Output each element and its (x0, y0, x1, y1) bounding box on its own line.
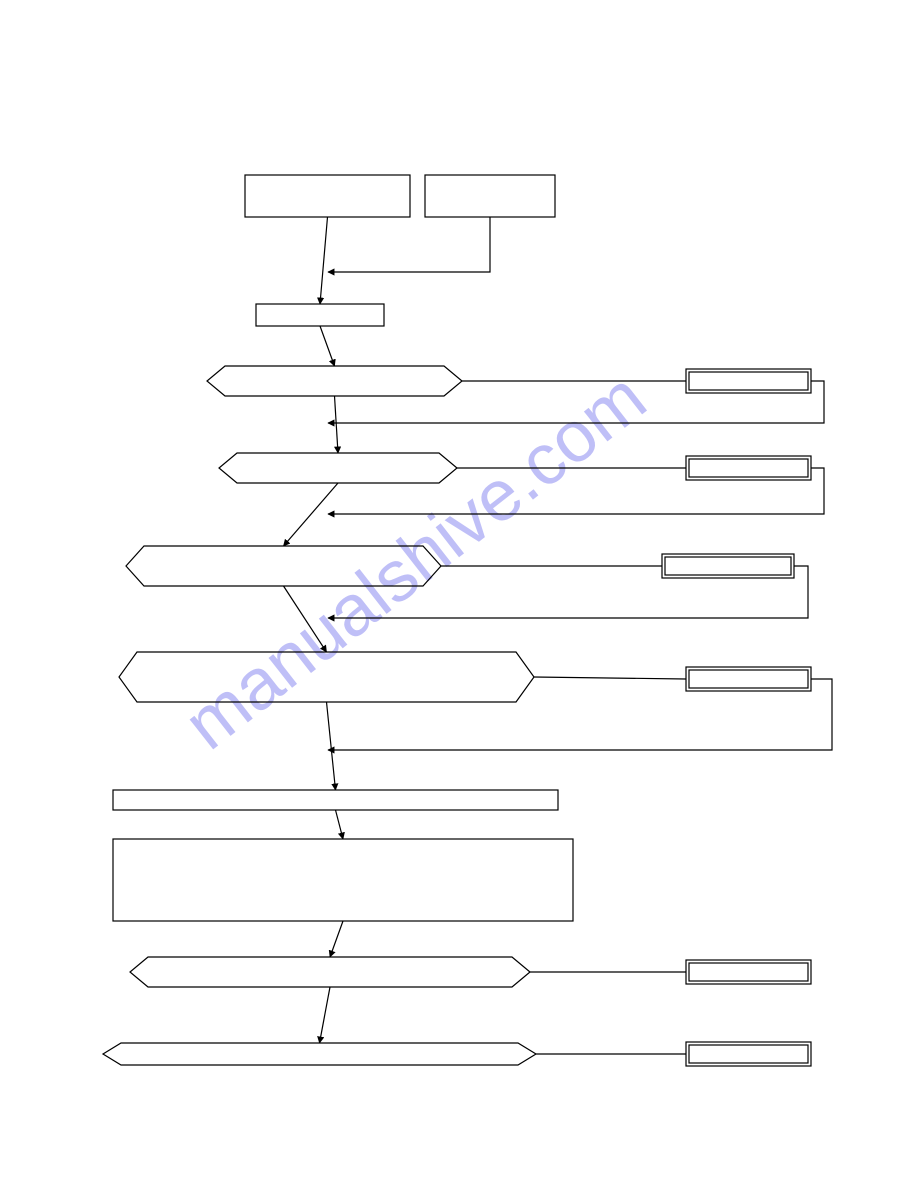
svg-text:manualshive.com: manualshive.com (170, 357, 661, 765)
